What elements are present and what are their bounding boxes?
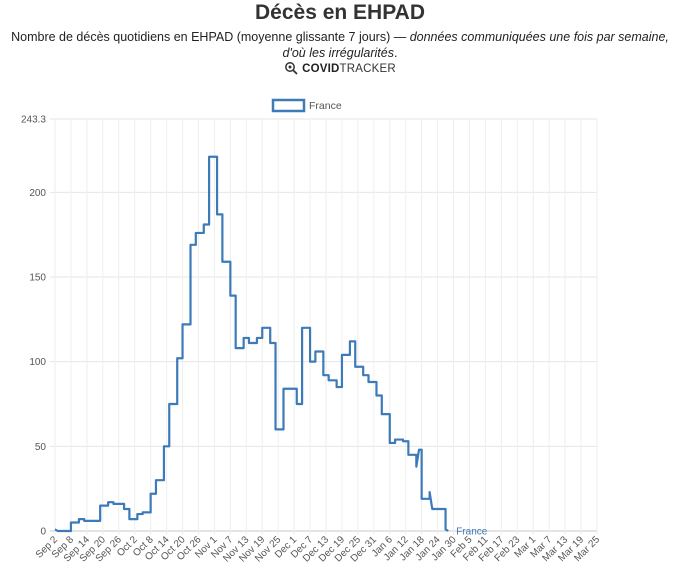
- series-line-france: [54, 155, 449, 533]
- brand-rest: TRACKER: [339, 63, 396, 75]
- subtitle-end: .: [393, 46, 398, 60]
- legend[interactable]: France: [271, 98, 342, 113]
- legend-swatch[interactable]: [271, 98, 306, 113]
- y-axis: 0 50 100 150 200 243.3: [21, 115, 46, 538]
- y-tick-label: 50: [35, 442, 47, 453]
- y-tick-label: 100: [29, 357, 46, 368]
- brand-logo: COVIDTRACKER: [0, 61, 680, 75]
- chart-subtitle: Nombre de décès quotidiens en EHPAD (moy…: [10, 29, 670, 61]
- y-tick-label: 243.3: [21, 115, 46, 126]
- chart-title: Décès en EHPAD: [254, 1, 425, 24]
- end-labels: France: [456, 527, 488, 538]
- y-tick-label: 0: [40, 527, 46, 538]
- magnifier-virus-icon: [285, 62, 298, 75]
- legend-label[interactable]: France: [309, 100, 342, 112]
- grid-lines: [50, 118, 598, 535]
- subtitle-main: Nombre de décès quotidiens en EHPAD (moy…: [11, 30, 410, 44]
- y-tick-label: 200: [29, 188, 46, 199]
- subtitle-italic: données communiquées une fois par semain…: [282, 30, 669, 60]
- series-end-label: France: [456, 527, 488, 538]
- series-layer: [54, 155, 449, 533]
- brand-bold: COVID: [302, 63, 340, 75]
- y-tick-label: 150: [29, 272, 46, 283]
